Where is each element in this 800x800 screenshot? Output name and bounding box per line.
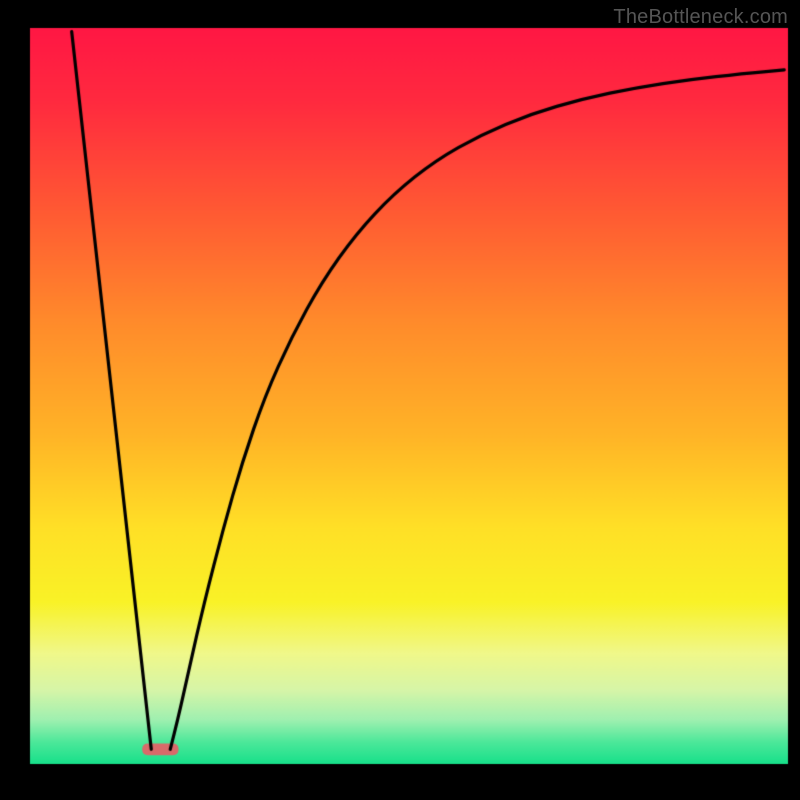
watermark-text: TheBottleneck.com	[613, 6, 788, 29]
bottleneck-chart-canvas	[0, 0, 800, 800]
